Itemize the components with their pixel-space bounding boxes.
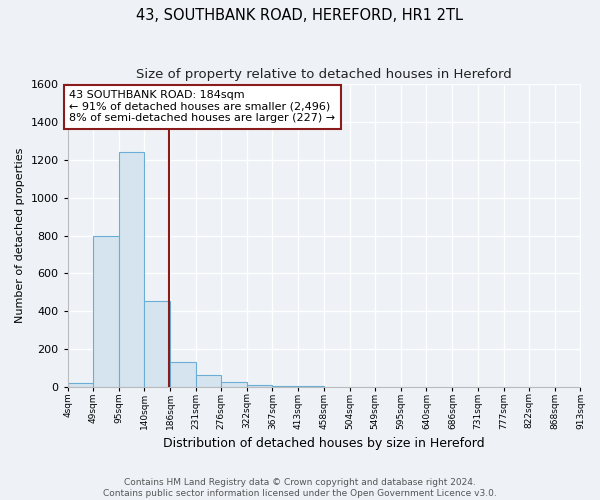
- Text: Contains HM Land Registry data © Crown copyright and database right 2024.
Contai: Contains HM Land Registry data © Crown c…: [103, 478, 497, 498]
- Bar: [170, 362, 196, 386]
- Text: 43, SOUTHBANK ROAD, HEREFORD, HR1 2TL: 43, SOUTHBANK ROAD, HEREFORD, HR1 2TL: [137, 8, 464, 22]
- Text: 43 SOUTHBANK ROAD: 184sqm
← 91% of detached houses are smaller (2,496)
8% of sem: 43 SOUTHBANK ROAD: 184sqm ← 91% of detac…: [70, 90, 335, 124]
- X-axis label: Distribution of detached houses by size in Hereford: Distribution of detached houses by size …: [163, 437, 485, 450]
- Bar: [221, 382, 247, 386]
- Y-axis label: Number of detached properties: Number of detached properties: [15, 148, 25, 324]
- Bar: [247, 385, 272, 386]
- Bar: [93, 236, 119, 386]
- Bar: [119, 152, 145, 386]
- Bar: [145, 301, 170, 386]
- Title: Size of property relative to detached houses in Hereford: Size of property relative to detached ho…: [136, 68, 512, 80]
- Bar: [196, 376, 221, 386]
- Bar: [68, 383, 93, 386]
